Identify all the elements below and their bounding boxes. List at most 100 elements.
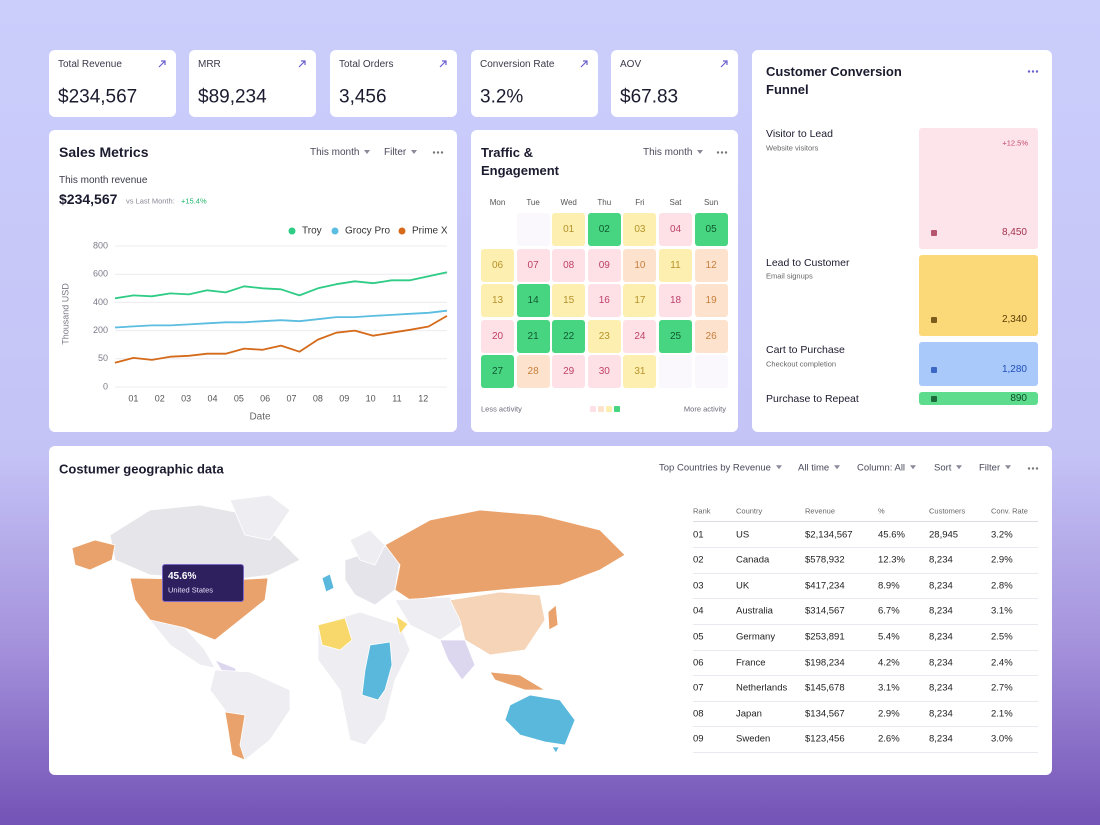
day-cell[interactable]: 31 xyxy=(623,355,657,389)
table-cell: 8,234 xyxy=(929,656,953,668)
stage-name: Lead to Customer xyxy=(766,256,850,269)
region[interactable] xyxy=(349,529,386,566)
series-line xyxy=(114,309,448,329)
table-control[interactable]: Top Countries by Revenue xyxy=(659,463,782,473)
day-cell[interactable]: 02 xyxy=(587,213,621,246)
table-cell: 2.5% xyxy=(991,631,1013,643)
region[interactable] xyxy=(317,617,353,651)
day-cell[interactable]: 29 xyxy=(552,355,586,389)
region[interactable] xyxy=(384,509,626,601)
legend-label[interactable]: Grocy Pro xyxy=(345,226,390,237)
stage-name: Cart to Purchase xyxy=(766,343,845,356)
region[interactable] xyxy=(71,539,116,571)
table-cell: UK xyxy=(736,579,750,591)
table-cell: 4.2% xyxy=(878,656,900,668)
table-control[interactable]: Column: All xyxy=(857,463,916,473)
region[interactable] xyxy=(395,615,409,635)
day-cell[interactable]: 07 xyxy=(516,248,550,282)
more-button[interactable] xyxy=(716,150,728,155)
stage-sub: Email signups xyxy=(766,271,813,281)
day-cell[interactable]: 25 xyxy=(659,319,692,353)
table-cell: $253,891 xyxy=(805,631,845,643)
day-cell[interactable]: 06 xyxy=(481,248,514,282)
more-button[interactable] xyxy=(432,150,444,155)
day-cell[interactable]: 22 xyxy=(552,319,586,353)
day-cell[interactable]: 19 xyxy=(694,284,728,318)
region[interactable] xyxy=(449,591,546,656)
day-cell[interactable]: 01 xyxy=(552,213,586,246)
column-header[interactable]: Rank xyxy=(693,506,711,516)
region[interactable] xyxy=(489,671,547,691)
row-divider xyxy=(693,598,1038,600)
day-cell[interactable]: 12 xyxy=(694,248,728,282)
day-cell[interactable]: 15 xyxy=(552,284,586,318)
map-tooltip: 45.6% United States xyxy=(162,564,244,602)
column-header[interactable]: Revenue xyxy=(805,506,836,516)
day-cell[interactable]: 03 xyxy=(623,213,657,246)
day-cell[interactable]: 23 xyxy=(587,319,621,353)
region[interactable] xyxy=(229,494,291,541)
trend-icon xyxy=(298,60,306,68)
day-cell[interactable]: 05 xyxy=(694,213,728,246)
day-cell[interactable]: 16 xyxy=(587,284,621,318)
region[interactable] xyxy=(361,641,393,701)
day-cell[interactable]: 26 xyxy=(694,319,728,353)
day-cell[interactable]: 14 xyxy=(516,284,550,318)
day-cell[interactable]: 30 xyxy=(587,355,621,389)
table-cell: 07 xyxy=(693,682,704,694)
day-cell[interactable]: 21 xyxy=(516,319,550,353)
table-cell: 8,234 xyxy=(929,707,953,719)
day-cell[interactable]: 13 xyxy=(481,284,514,318)
day-cell[interactable]: 28 xyxy=(516,355,550,389)
more-button[interactable] xyxy=(1027,466,1039,471)
region[interactable] xyxy=(439,639,476,681)
table-control[interactable]: All time xyxy=(798,463,840,473)
day-cell[interactable]: 24 xyxy=(623,319,657,353)
region[interactable] xyxy=(551,746,560,754)
day-cell[interactable]: 27 xyxy=(481,355,514,389)
period-dropdown[interactable]: This month xyxy=(310,148,370,158)
table-cell: 8,234 xyxy=(929,631,953,643)
kpi-card: Conversion Rate 3.2% xyxy=(471,50,598,117)
region[interactable] xyxy=(148,619,216,669)
column-header[interactable]: Country xyxy=(736,506,763,516)
day-cell[interactable]: 08 xyxy=(552,248,586,282)
day-cell[interactable]: 11 xyxy=(659,248,692,282)
region[interactable] xyxy=(394,596,471,641)
kpi-card: Total Revenue $234,567 xyxy=(49,50,176,117)
region[interactable] xyxy=(547,604,559,631)
column-header[interactable]: Conv. Rate xyxy=(991,506,1028,516)
revenue-change: +15.4% xyxy=(181,196,207,206)
table-control[interactable]: Filter xyxy=(979,463,1011,473)
column-header[interactable]: % xyxy=(878,506,885,516)
period-dropdown[interactable]: This month xyxy=(643,148,703,158)
legend-label[interactable]: Prime X xyxy=(412,226,448,237)
table-cell: 3.0% xyxy=(991,733,1013,745)
filter-dropdown[interactable]: Filter xyxy=(384,148,417,158)
day-cell[interactable]: 20 xyxy=(481,319,514,353)
region[interactable] xyxy=(504,694,576,746)
table-cell: $123,456 xyxy=(805,733,845,745)
day-cell[interactable]: 09 xyxy=(587,248,621,282)
table-control[interactable]: Sort xyxy=(934,463,962,473)
day-cell[interactable]: 04 xyxy=(659,213,692,246)
stage-value: 2,340 xyxy=(1001,314,1027,325)
region[interactable] xyxy=(224,711,246,761)
region[interactable] xyxy=(321,573,335,593)
table-cell: $2,134,567 xyxy=(805,528,853,540)
x-tick-label: 01 xyxy=(128,393,138,403)
day-cell[interactable]: 18 xyxy=(659,284,692,318)
column-header[interactable]: Customers xyxy=(929,506,966,516)
more-button[interactable] xyxy=(1027,69,1039,74)
region[interactable] xyxy=(209,669,291,761)
day-cell[interactable]: 10 xyxy=(623,248,657,282)
weekday-label: Fri xyxy=(635,198,645,207)
table-cell: 8,234 xyxy=(929,682,953,694)
kpi-label: MRR xyxy=(198,59,221,70)
day-cell[interactable]: 17 xyxy=(623,284,657,318)
legend-label[interactable]: Troy xyxy=(302,226,322,237)
y-tick-label: 0 xyxy=(103,381,108,391)
world-map xyxy=(71,494,626,761)
x-tick-label: 08 xyxy=(313,393,323,403)
stage-icon xyxy=(931,230,937,236)
